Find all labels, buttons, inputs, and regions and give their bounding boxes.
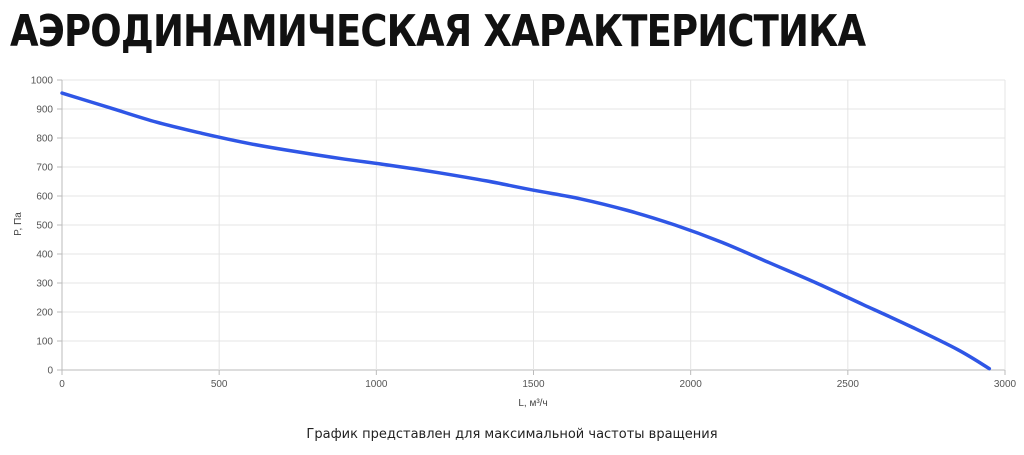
x-tick-label: 2000 — [680, 379, 703, 390]
y-tick-label: 1000 — [31, 76, 54, 87]
y-tick-label: 0 — [47, 366, 53, 377]
y-tick-label: 500 — [36, 221, 53, 232]
x-axis-ticks: 0 500 1000 1500 2000 2500 3000 — [59, 370, 1017, 390]
pressure-flow-chart: 0 100 200 300 400 500 600 700 800 900 1000 0 500 100… — [13, 76, 1017, 410]
series-line — [60, 91, 992, 371]
page-title: АЭРОДИНАМИЧЕСКАЯ ХАРАКТЕРИСТИКА — [10, 6, 866, 57]
x-tick-label: 500 — [211, 379, 228, 390]
y-axis-ticks: 0 100 200 300 400 500 600 700 800 900 1000 — [31, 76, 62, 377]
y-tick-label: 900 — [36, 105, 53, 116]
x-tick-label: 1000 — [365, 379, 388, 390]
y-axis-label: P, Па — [13, 212, 24, 236]
y-tick-label: 400 — [36, 250, 53, 261]
y-tick-label: 100 — [36, 337, 53, 348]
x-tick-label: 3000 — [994, 379, 1017, 390]
y-tick-label: 600 — [36, 192, 53, 203]
y-tick-label: 300 — [36, 279, 53, 290]
chart-note: График представлен для максимальной част… — [306, 427, 718, 442]
x-tick-label: 2500 — [837, 379, 860, 390]
chart-grid — [61, 79, 1006, 371]
y-tick-label: 800 — [36, 134, 53, 145]
y-tick-label: 200 — [36, 308, 53, 319]
x-axis-label: L, м³/ч — [518, 398, 547, 409]
x-tick-label: 1500 — [522, 379, 545, 390]
y-tick-label: 700 — [36, 163, 53, 174]
x-tick-label: 0 — [59, 379, 65, 390]
